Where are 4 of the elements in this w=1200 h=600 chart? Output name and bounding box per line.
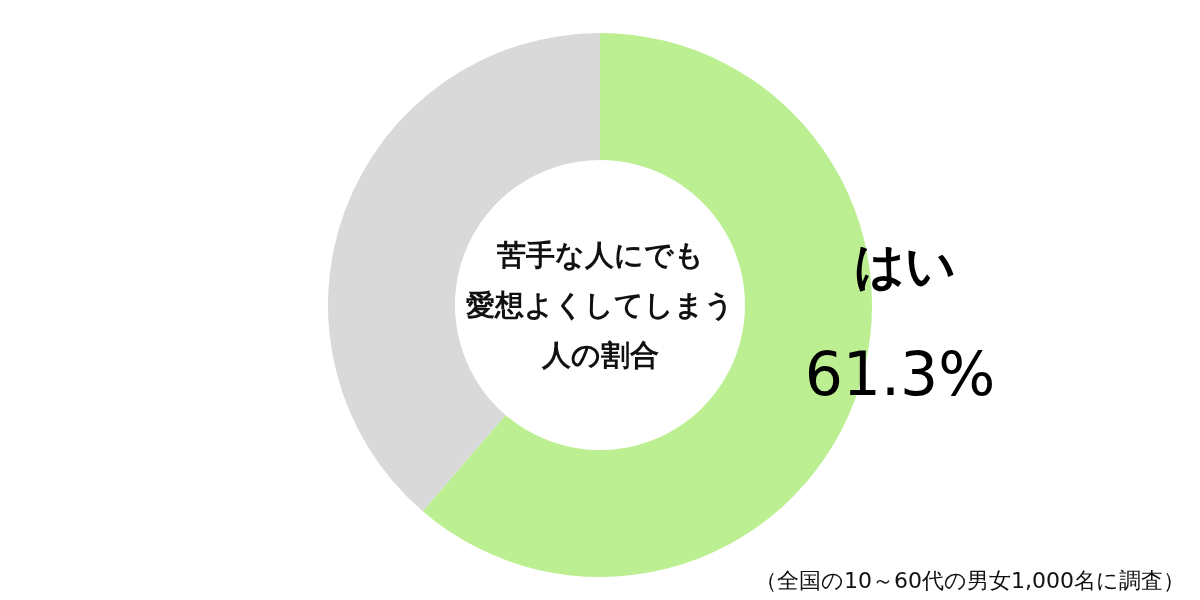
text: （全国の10～60代の男女1,000名に調査） bbox=[755, 568, 1185, 593]
text: 苦手な人にでも愛想よくしてしまう人の割合 bbox=[466, 238, 734, 372]
data-label: 61.3% bbox=[804, 339, 996, 409]
slice-label: はい bbox=[854, 237, 956, 295]
